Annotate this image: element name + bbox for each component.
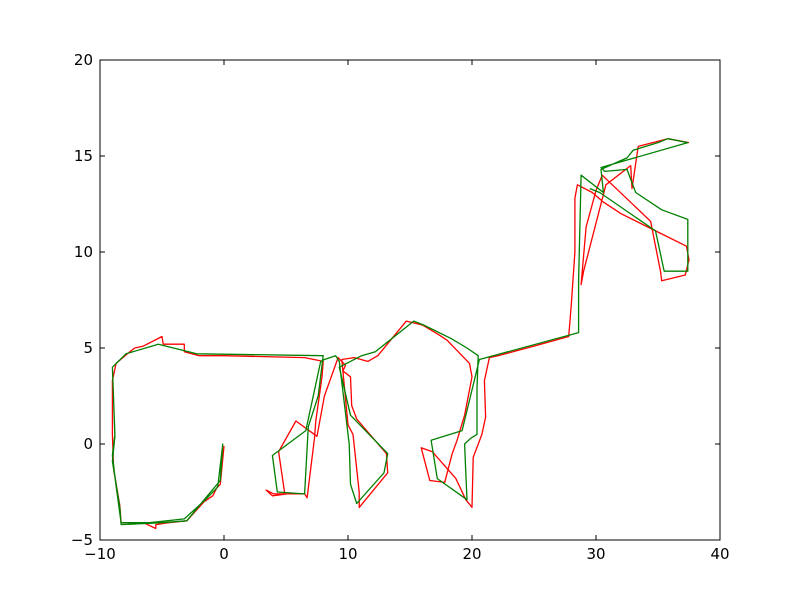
y-tick-label: 5 [83, 339, 93, 357]
x-axis: −10 0 10 20 30 40 [84, 60, 730, 563]
axes-border [99, 59, 721, 541]
x-tick-label: 40 [710, 545, 729, 563]
x-tick-label: 0 [219, 545, 229, 563]
plot-area [100, 60, 720, 540]
y-tick-label: 10 [74, 243, 93, 261]
x-tick-label: 20 [462, 545, 481, 563]
series-layer [111, 138, 690, 530]
y-tick-label: 20 [74, 51, 93, 69]
y-tick-label: 15 [74, 147, 93, 165]
y-axis: −5 0 5 10 15 20 [71, 51, 720, 549]
plot-background [100, 60, 720, 540]
y-tick-label: 0 [83, 435, 93, 453]
x-tick-label: −10 [84, 545, 116, 563]
x-tick-label: 30 [586, 545, 605, 563]
x-tick-label: 10 [338, 545, 357, 563]
axes-frame [99, 59, 721, 541]
series-line-2 [111, 138, 689, 526]
y-tick-label: −5 [71, 531, 93, 549]
